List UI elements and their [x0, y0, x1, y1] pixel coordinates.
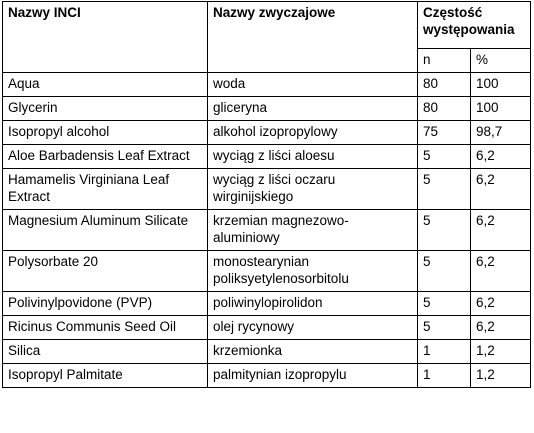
cell-inci: Silica — [2, 339, 208, 364]
cell-inci: Magnesium Aluminum Silicate — [2, 209, 208, 251]
cell-inci: Polivinylpovidone (PVP) — [2, 291, 208, 316]
cell-percent: 6,2 — [470, 291, 531, 316]
cell-inci: Glycerin — [2, 96, 208, 121]
cell-percent: 98,7 — [470, 120, 531, 145]
cell-n: 5 — [417, 168, 471, 210]
cell-percent: 6,2 — [470, 168, 531, 210]
cell-n: 80 — [417, 72, 471, 97]
cell-common: poliwinylopirolidon — [207, 291, 418, 316]
cell-inci: Ricinus Communis Seed Oil — [2, 315, 208, 340]
cell-n: 5 — [417, 291, 471, 316]
cell-percent: 1,2 — [470, 363, 531, 388]
cell-common: monostearynian poliksyetylenosorbitolu — [207, 250, 418, 292]
cell-percent: 6,2 — [470, 209, 531, 251]
cell-n: 1 — [417, 363, 471, 388]
cell-inci: Aqua — [2, 72, 208, 97]
cell-common: krzemionka — [207, 339, 418, 364]
table-row: Silica krzemionka 1 1,2 — [2, 339, 531, 364]
ingredients-table: Nazwy INCI Nazwy zwyczajowe Częstość wys… — [2, 1, 531, 388]
cell-percent: 100 — [470, 96, 531, 121]
cell-common: gliceryna — [207, 96, 418, 121]
table-row: Polysorbate 20 monostearynian poliksyety… — [2, 250, 531, 292]
table-row: Aqua woda 80 100 — [2, 72, 531, 97]
cell-common: wyciąg z liści oczaru wirginijskiego — [207, 168, 418, 210]
cell-percent: 6,2 — [470, 250, 531, 292]
header-inci: Nazwy INCI — [2, 1, 208, 73]
cell-inci: Hamamelis Virginiana Leaf Extract — [2, 168, 208, 210]
cell-inci: Isopropyl alcohol — [2, 120, 208, 145]
cell-common: olej rycynowy — [207, 315, 418, 340]
table-row: Isopropyl alcohol alkohol izopropylowy 7… — [2, 120, 531, 145]
cell-inci: Polysorbate 20 — [2, 250, 208, 292]
header-common-names: Nazwy zwyczajowe — [207, 1, 418, 73]
cell-common: alkohol izopropylowy — [207, 120, 418, 145]
header-percent: % — [470, 48, 531, 73]
header-n: n — [417, 48, 471, 73]
cell-percent: 6,2 — [470, 144, 531, 169]
cell-n: 80 — [417, 96, 471, 121]
table-row: Magnesium Aluminum Silicate krzemian mag… — [2, 209, 531, 251]
cell-inci: Isopropyl Palmitate — [2, 363, 208, 388]
cell-common: woda — [207, 72, 418, 97]
cell-n: 1 — [417, 339, 471, 364]
cell-n: 5 — [417, 144, 471, 169]
cell-percent: 100 — [470, 72, 531, 97]
table-row: Ricinus Communis Seed Oil olej rycynowy … — [2, 315, 531, 340]
table-row: Isopropyl Palmitate palmitynian izopropy… — [2, 363, 531, 388]
cell-common: krzemian magnezowo-aluminiowy — [207, 209, 418, 251]
table-row: Glycerin gliceryna 80 100 — [2, 96, 531, 121]
header-frequency: Częstość występowania — [417, 1, 531, 49]
cell-inci: Aloe Barbadensis Leaf Extract — [2, 144, 208, 169]
table-row: Hamamelis Virginiana Leaf Extract wyciąg… — [2, 168, 531, 210]
cell-percent: 6,2 — [470, 315, 531, 340]
cell-percent: 1,2 — [470, 339, 531, 364]
cell-n: 5 — [417, 250, 471, 292]
cell-n: 75 — [417, 120, 471, 145]
table-row: Polivinylpovidone (PVP) poliwinylopiroli… — [2, 291, 531, 316]
table-header-row: Nazwy INCI Nazwy zwyczajowe Częstość wys… — [2, 1, 531, 73]
cell-common: palmitynian izopropylu — [207, 363, 418, 388]
cell-common: wyciąg z liści aloesu — [207, 144, 418, 169]
table-row: Aloe Barbadensis Leaf Extract wyciąg z l… — [2, 144, 531, 169]
cell-n: 5 — [417, 209, 471, 251]
cell-n: 5 — [417, 315, 471, 340]
